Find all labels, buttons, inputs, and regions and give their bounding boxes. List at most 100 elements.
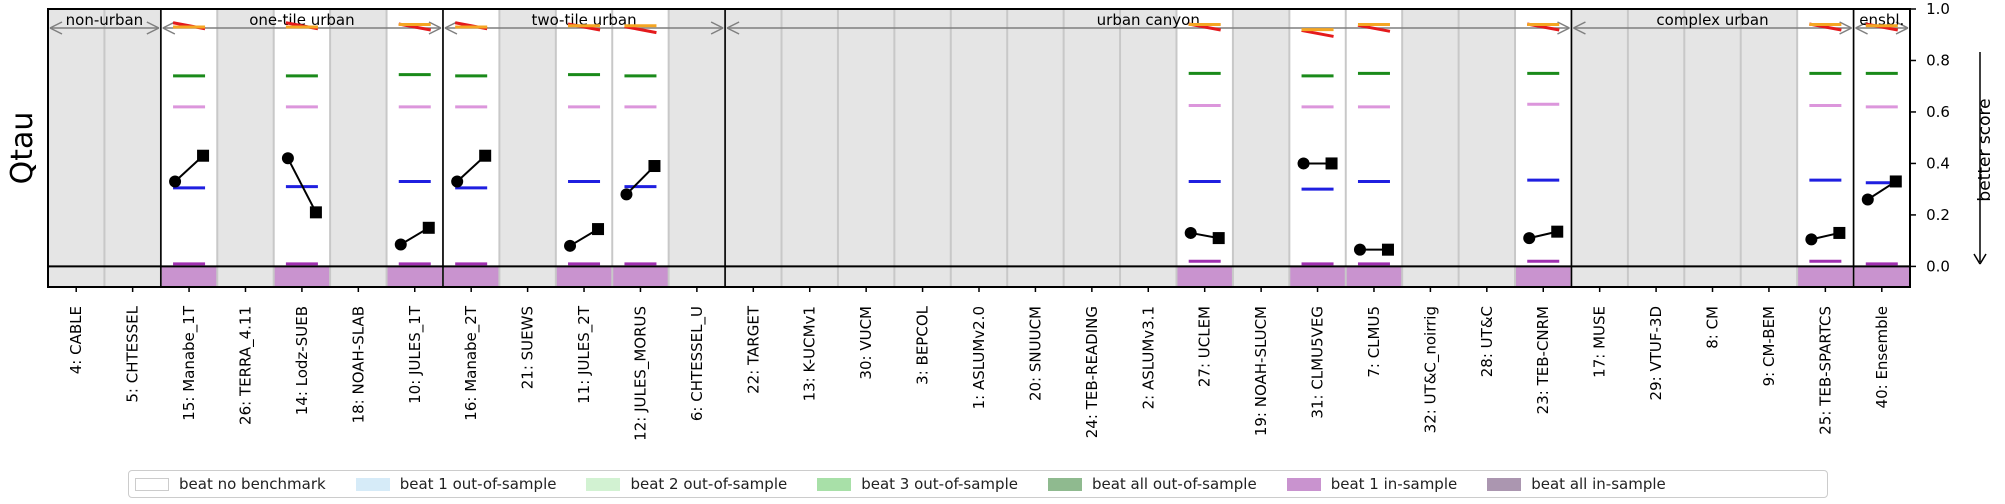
x-tick-label: 30: VUCM — [857, 306, 875, 380]
y-tick-label: 0.8 — [1926, 51, 1950, 69]
model-point-circle — [564, 239, 577, 252]
model-point-square — [309, 206, 322, 219]
legend-item: beat all in-sample — [1487, 475, 1666, 493]
column-background — [48, 9, 105, 287]
legend-label: beat all in-sample — [1531, 475, 1666, 493]
column-background — [1232, 9, 1290, 287]
x-tick-label: 32: UT&C_noirrig — [1421, 306, 1440, 433]
column-background — [1740, 9, 1798, 287]
insample-fill — [555, 266, 613, 287]
x-tick-label: 23: TEB-CNRM — [1534, 306, 1552, 414]
x-tick-label: 18: NOAH-SLAB — [349, 306, 367, 423]
x-tick-label: 25: TEB-SPARTCS — [1816, 306, 1834, 435]
group-label: complex urban — [1656, 11, 1768, 29]
insample-fill — [1853, 266, 1910, 287]
legend: beat no benchmark beat 1 out-of-sample bea… — [128, 470, 1828, 498]
model-point-circle — [1805, 233, 1818, 246]
model-point-circle — [169, 175, 182, 188]
x-tick-label: 31: CLMU5VEG — [1309, 306, 1327, 419]
model-point-square — [422, 221, 435, 234]
x-tick-label: 28: UT&C — [1478, 306, 1496, 377]
legend-swatch — [1487, 477, 1522, 491]
legend-item: beat all out-of-sample — [1047, 475, 1257, 493]
insample-fill — [386, 266, 443, 287]
legend-label: beat 3 out-of-sample — [861, 475, 1018, 493]
x-tick-label: 1: ASLUMv2.0 — [970, 306, 988, 409]
column-background — [1853, 9, 1910, 287]
y-tick-label: 0.4 — [1926, 154, 1950, 172]
model-point-square — [592, 223, 605, 236]
y-tick-label: 0.2 — [1926, 206, 1950, 224]
x-tick-label: 12: JULES_MORUS — [631, 306, 650, 441]
legend-label: beat all out-of-sample — [1091, 475, 1257, 493]
legend-item: beat 1 in-sample — [1286, 475, 1458, 493]
column-background — [1684, 9, 1741, 287]
model-point-circle — [1297, 157, 1310, 170]
model-connector-line — [287, 157, 317, 213]
x-tick-label: 5: CHTESSEL — [124, 305, 142, 402]
column-background — [499, 9, 556, 287]
x-tick-label: 7: CLMU5 — [1365, 306, 1383, 378]
column-background — [1176, 9, 1233, 287]
model-point-square — [1381, 243, 1394, 256]
column-background — [1007, 9, 1064, 287]
insample-fill — [273, 266, 331, 287]
column-background — [781, 9, 838, 287]
insample-fill — [1176, 266, 1233, 287]
group-arrow-head-right — [1839, 21, 1852, 35]
better-score-arrow-head — [1973, 253, 1987, 265]
column-background — [386, 9, 443, 287]
model-point-circle — [451, 175, 464, 188]
column-background — [555, 9, 613, 287]
model-point-square — [1212, 232, 1225, 245]
legend-label: beat 2 out-of-sample — [630, 475, 788, 493]
x-tick-label: 8: CM — [1704, 306, 1722, 349]
column-background — [1402, 9, 1459, 287]
legend-label: beat 1 in-sample — [1330, 475, 1458, 493]
column-background — [442, 9, 500, 287]
column-background — [837, 9, 895, 287]
legend-swatch — [1286, 477, 1321, 491]
model-point-circle — [394, 238, 407, 251]
group-arrow-head-left — [1855, 21, 1868, 35]
model-point-square — [648, 160, 661, 173]
insample-fill — [1515, 266, 1572, 287]
y-tick-label: 0.6 — [1926, 103, 1950, 121]
x-tick-label: 20: SNUUCM — [1026, 306, 1044, 401]
x-tick-label: 3: BEPCOL — [914, 305, 932, 384]
group-label: non-urban — [66, 11, 144, 29]
x-tick-label: 11: JULES_2T — [575, 305, 594, 404]
legend-label: beat 1 out-of-sample — [399, 475, 557, 493]
x-tick-label: 14: Lodz-SUEB — [293, 306, 311, 415]
y-axis-label: Qtau — [5, 112, 40, 185]
insample-fill — [160, 266, 218, 287]
legend-swatch — [817, 477, 852, 491]
group-arrow-head-left — [49, 21, 63, 35]
column-background — [273, 9, 331, 287]
column-background — [1120, 9, 1177, 287]
right-axis-label: better score — [1975, 98, 1995, 201]
column-background — [950, 9, 1008, 287]
x-tick-label: 27: UCLEM — [1196, 306, 1214, 387]
column-background — [1797, 9, 1854, 287]
x-tick-label: 22: TARGET — [744, 305, 762, 394]
column-background — [1571, 9, 1628, 287]
column-background — [725, 9, 782, 287]
model-point-circle — [620, 188, 633, 201]
column-background — [1063, 9, 1121, 287]
column-background — [1345, 9, 1403, 287]
legend-item: beat no benchmark — [135, 475, 326, 493]
model-point-square — [479, 149, 492, 162]
column-background — [160, 9, 218, 287]
model-point-square — [1551, 225, 1564, 238]
model-point-square — [1833, 226, 1846, 239]
legend-label: beat no benchmark — [179, 475, 326, 493]
column-background — [612, 9, 669, 287]
insample-fill — [1289, 266, 1346, 287]
y-tick-label: 1.0 — [1926, 0, 1950, 18]
x-tick-label: 15: Manabe_1T — [180, 305, 199, 421]
group-label: two-tile urban — [531, 11, 636, 29]
x-tick-label: 19: NOAH-SLUCM — [1252, 306, 1270, 436]
group-arrow-head-right — [1557, 21, 1570, 35]
